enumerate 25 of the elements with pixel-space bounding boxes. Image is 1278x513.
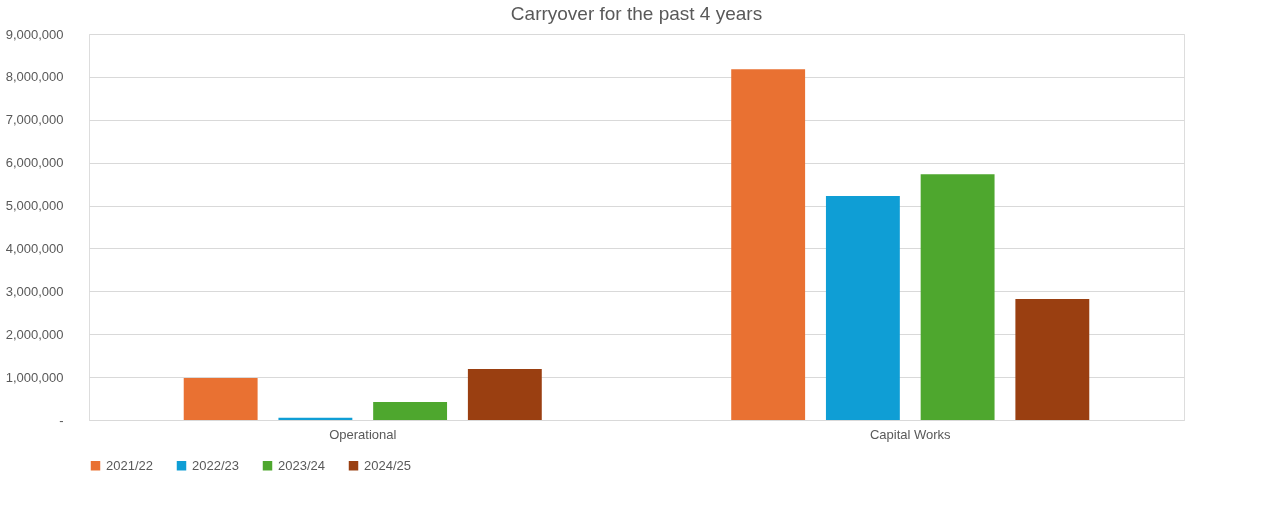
legend-label: 2021/22 <box>106 457 153 473</box>
legend-label: 2024/25 <box>364 457 411 473</box>
bar <box>183 377 258 420</box>
chart-title: Carryover for the past 4 years <box>510 3 763 24</box>
bar <box>1015 299 1090 420</box>
y-tick-label: 1,000,000 <box>5 369 64 385</box>
x-tick-label: Operational <box>329 426 397 442</box>
legend-label: 2023/24 <box>278 457 325 473</box>
y-tick-label: 8,000,000 <box>5 69 64 85</box>
y-tick-label: 4,000,000 <box>5 240 64 256</box>
legend-label: 2022/23 <box>192 457 239 473</box>
y-tick-label: 3,000,000 <box>5 283 64 299</box>
y-tick-label: 2,000,000 <box>5 326 64 342</box>
bar <box>373 401 448 420</box>
bar <box>920 174 995 420</box>
y-tick-label: 6,000,000 <box>5 155 64 171</box>
bar <box>825 196 900 420</box>
y-tick-label: 5,000,000 <box>5 198 64 214</box>
bar <box>467 368 542 420</box>
bar <box>278 417 353 420</box>
y-tick-label: - <box>59 412 64 428</box>
y-tick-label: 7,000,000 <box>5 112 64 128</box>
y-tick-label: 9,000,000 <box>5 26 64 42</box>
bar <box>731 69 806 420</box>
x-tick-label: Capital Works <box>869 426 952 442</box>
